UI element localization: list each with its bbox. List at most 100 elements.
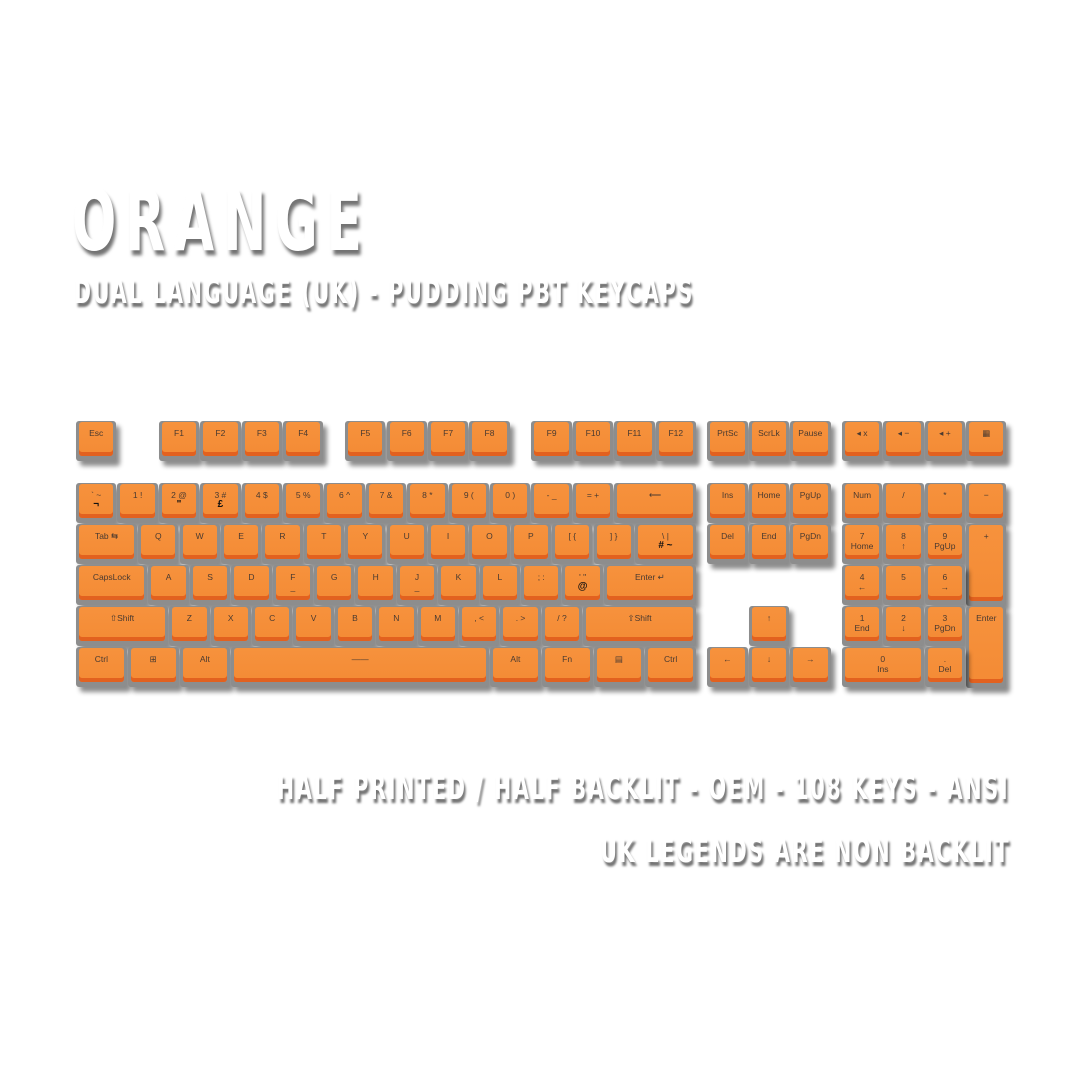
key-legend: ◂ x [856,428,868,438]
keycap-top: F6 [389,422,424,457]
keycap-top: N [379,607,414,642]
keycap-top: - _ [534,484,569,519]
key-legend: —— [351,654,369,664]
key-legend: + [983,531,989,541]
keycap-top: Alt [493,648,538,683]
keycap: F10 [572,421,614,462]
keycap-top: PrtSc [710,422,745,457]
key-sublegend: PgUp [934,541,956,552]
key-legend: H [372,572,379,582]
keycap-top: PgDn [793,525,828,560]
keycap-top: ↓ [751,648,787,683]
key-legend: O [486,531,493,541]
key-legend: F4 [298,428,309,438]
keycap: 5 [883,565,924,606]
keycap: ScrLk [748,421,790,462]
key-legend: 2 [901,613,906,623]
key-legend: N [393,613,400,623]
key-legend: L [497,572,503,582]
keycap-top: ] } [596,525,631,560]
keycap-top: / ? [544,607,580,642]
key-legend: 2 @ [171,490,187,500]
key-legend: * [943,490,947,500]
keycap: Z [169,606,210,647]
keycap: F5 [345,421,386,462]
keycap: - _ [531,483,572,524]
key-legend: T [321,531,327,541]
keycap-top: ⇧Shift [79,607,166,642]
key-legend: V [310,613,317,623]
key-legend: → [806,654,815,664]
keycap-top: = + [575,484,611,519]
keycap-top: Del [710,525,745,560]
keycap: ` ~ ¬ [76,483,117,524]
keycap-top: C [254,607,290,642]
keycap: ◂ x [841,421,883,462]
key-legend: U [403,531,410,541]
keycap-top: Y [348,525,383,560]
key-legend: ScrLk [758,428,780,438]
keycap: 2 ↓ [883,606,924,647]
keycap: F8 [469,421,510,462]
keycap: Ctrl [645,647,696,688]
key-legend: B [352,613,358,623]
keycap-top: Home [751,484,787,519]
key-legend: ← [723,654,732,664]
keycap-top: 7 Home [844,525,880,560]
keycap-top: 7 & [368,484,404,519]
keycap-top: Z [172,607,207,642]
key-legend: Alt [510,654,521,664]
keycap-top: − [969,484,1004,519]
key-legend: 8 [901,531,906,541]
key-legend: F2 [215,428,226,438]
keycap: R [262,524,303,565]
keycap: Pause [790,421,831,462]
keycap-top: B [337,607,373,642]
keycap: 5 % [283,483,324,524]
key-legend: X [227,613,234,623]
keycap: ⇧Shift [76,606,169,647]
key-sublegend: PgDn [934,623,956,634]
key-legend: Z [186,613,192,623]
keycap: Home [748,483,790,524]
keycap-top: F9 [534,422,569,457]
keycap-top: A [151,566,186,601]
keycap-top: ◂ + [927,422,963,457]
keycap-top: T [306,525,342,560]
key-legend: R [279,531,286,541]
key-legend: E [238,531,244,541]
keycap: 7 & [365,483,407,524]
uk-legend: ¬ [93,499,100,511]
keycap-top: 9 ( [451,484,486,519]
keycap-top: ← [710,648,745,683]
keycap-top: Ctrl [648,648,693,683]
keycap: → [790,647,831,688]
keycap-top: O [472,525,507,560]
keycap-top: G [317,566,352,601]
key-legend: C [269,613,276,623]
keycap-top: ▦ [969,422,1004,457]
keycap-top: I [430,525,466,560]
keycap: Esc [76,421,117,462]
keycap: 3 # £ [200,483,241,524]
keycap-top: Ins [710,484,745,519]
keycap: X [210,606,251,647]
keycap-top: [ { [555,525,590,560]
product-subtitle: DUAL LANGUAGE (UK) - PUDDING PBT KEYCAPS [74,272,695,311]
key-legend: F3 [256,428,267,438]
keycap-top: ⟵ [617,484,693,519]
key-legend: ⊞ [149,654,157,664]
keycap: 7 Home [841,524,883,565]
keycap-top: \ | # ~ [637,525,693,560]
keycap-top: 6 → [927,566,963,601]
keycap-top: , < [461,607,497,642]
key-legend: Alt [199,654,210,664]
keycap-top: CapsLock [79,566,145,601]
keycap: H [355,565,396,606]
keycap-top: 5 [886,566,921,601]
keycap: F12 [655,421,696,462]
keycap-top: W [182,525,217,560]
keycap: ← [707,647,748,688]
key-legend: ▤ [614,654,623,664]
keycap-top: F8 [472,422,507,457]
